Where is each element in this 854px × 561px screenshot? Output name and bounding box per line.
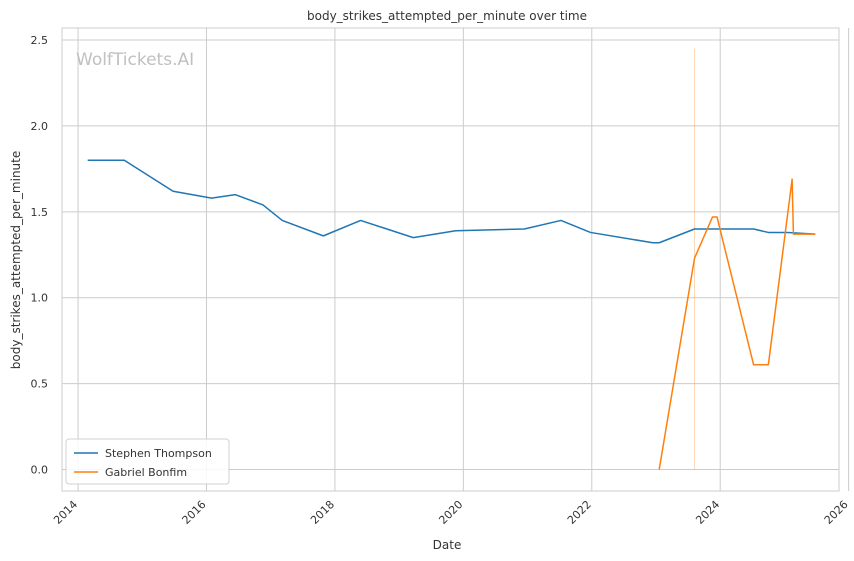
y-tick-label: 2.0 xyxy=(31,120,49,133)
series-lines xyxy=(86,159,816,470)
series-1-point xyxy=(172,190,174,192)
series-1-point xyxy=(693,228,695,230)
y-tick-label: 1.0 xyxy=(31,292,49,305)
series-2-point xyxy=(658,468,660,470)
y-axis-label: body_strikes_attempted_per_minute xyxy=(9,151,23,369)
series-1-point xyxy=(523,228,525,230)
series-1-point xyxy=(281,219,283,221)
watermark: WolfTickets.AI xyxy=(76,50,194,70)
series-2-point xyxy=(792,233,794,235)
x-axis-label: Date xyxy=(433,538,462,552)
series-1-point xyxy=(262,204,264,206)
series-1-point xyxy=(589,231,591,233)
x-tick-label: 2014 xyxy=(51,498,80,527)
legend-label-series-1: Stephen Thompson xyxy=(105,447,212,460)
series-1-point xyxy=(752,228,754,230)
series-1-point xyxy=(123,159,125,161)
legend-label-series-2: Gabriel Bonfim xyxy=(105,466,187,479)
plot-frame xyxy=(61,27,840,492)
y-tick-label: 0.0 xyxy=(31,464,49,477)
series-2-point xyxy=(767,364,769,366)
series-1-point xyxy=(454,230,456,232)
grid xyxy=(62,28,850,491)
series-2-point xyxy=(814,233,816,235)
chart-title: body_strikes_attempted_per_minute over t… xyxy=(307,9,587,23)
series-2-point xyxy=(791,178,793,180)
legend-box xyxy=(65,438,230,485)
series-2-point xyxy=(711,216,713,218)
plot-background xyxy=(62,28,839,491)
series-1-point xyxy=(786,231,788,233)
x-tick-label: 2016 xyxy=(180,498,209,527)
y-tick-label: 0.5 xyxy=(31,378,49,391)
series-1-point xyxy=(412,236,414,238)
y-tick-label: 2.5 xyxy=(31,34,49,47)
series-1-point xyxy=(767,231,769,233)
x-tick-label: 2022 xyxy=(565,498,594,527)
series-2-point xyxy=(752,364,754,366)
legend: Stephen Thompson Gabriel Bonfim xyxy=(65,438,230,485)
x-tick-label: 2020 xyxy=(436,498,465,527)
series-1-point xyxy=(359,219,361,221)
y-tick-label: 1.5 xyxy=(31,206,49,219)
series-1-point xyxy=(560,219,562,221)
series-1-point xyxy=(652,242,654,244)
x-tick-label: 2026 xyxy=(822,498,851,527)
series-2-point xyxy=(693,257,695,259)
series-1-point xyxy=(86,159,88,161)
series-2-point xyxy=(716,216,718,218)
series-line-1 xyxy=(87,159,816,244)
series-line-2 xyxy=(658,178,816,470)
series-1-point xyxy=(658,242,660,244)
series-1-point xyxy=(322,235,324,237)
x-tick-label: 2024 xyxy=(693,498,722,527)
series-1-point xyxy=(234,193,236,195)
series-1-point xyxy=(210,197,212,199)
x-tick-label: 2018 xyxy=(308,498,337,527)
